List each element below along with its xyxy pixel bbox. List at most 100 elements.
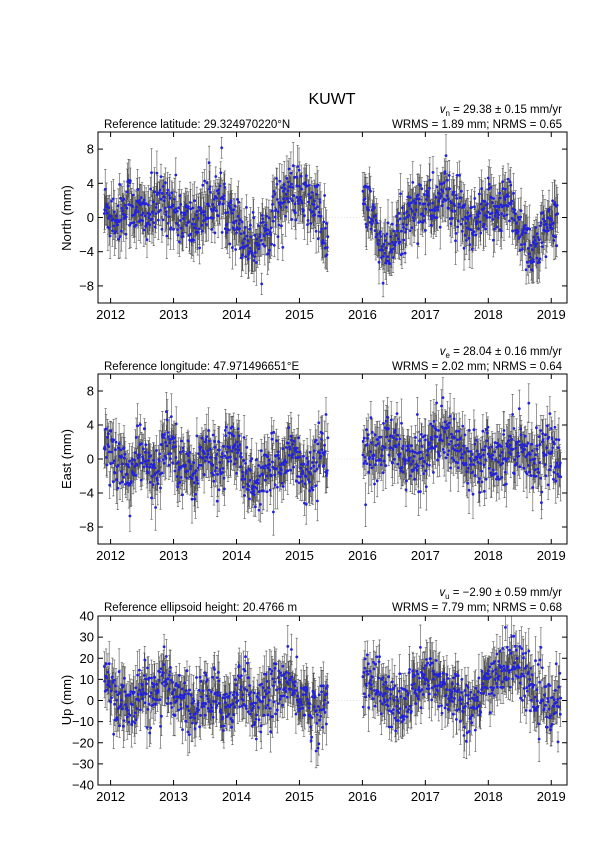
data-point (252, 259, 256, 262)
data-point (120, 698, 123, 702)
data-point (173, 688, 176, 692)
data-point (528, 709, 532, 712)
data-point (245, 469, 248, 473)
data-point (492, 686, 496, 690)
data-point (515, 461, 519, 465)
data-point (518, 443, 522, 447)
data-point (312, 692, 316, 696)
data-point (106, 682, 110, 686)
data-point (482, 677, 485, 681)
data-point (551, 440, 555, 444)
data-point (286, 682, 290, 685)
data-point (193, 716, 197, 720)
data-point (245, 234, 249, 238)
data-point (478, 220, 482, 224)
data-point (204, 438, 208, 441)
data-point (203, 210, 207, 214)
data-point (269, 730, 273, 734)
data-point (476, 215, 480, 218)
data-point (140, 461, 144, 465)
data-point (208, 447, 212, 451)
data-point (460, 229, 464, 233)
data-point (143, 658, 147, 662)
data-point (469, 450, 473, 453)
data-point (292, 209, 296, 212)
data-point (367, 706, 371, 709)
data-point (439, 681, 442, 684)
data-point (120, 229, 123, 233)
data-point (175, 699, 179, 703)
data-point (409, 462, 413, 466)
data-point (188, 451, 192, 454)
data-point (104, 427, 108, 431)
data-point (529, 243, 533, 247)
data-point (269, 474, 273, 478)
data-point (285, 197, 289, 201)
data-point (237, 222, 241, 226)
data-point (469, 706, 473, 710)
data-point (192, 238, 196, 242)
data-point (316, 183, 320, 187)
data-point (313, 213, 317, 217)
data-point (395, 412, 399, 415)
data-point (236, 699, 240, 703)
data-point (534, 245, 537, 248)
data-point (551, 199, 554, 203)
data-point (426, 448, 430, 451)
data-point (451, 712, 455, 716)
data-point (281, 447, 285, 451)
data-point (281, 189, 285, 193)
data-point (212, 479, 216, 483)
data-point (396, 219, 400, 223)
data-point (148, 223, 152, 227)
data-point (103, 679, 107, 683)
data-point (133, 711, 137, 715)
data-point (450, 432, 453, 436)
data-point (246, 488, 250, 492)
data-point (411, 459, 415, 463)
data-point (402, 718, 406, 721)
data-point (236, 445, 240, 449)
data-point (174, 684, 178, 687)
data-point (243, 237, 247, 241)
data-point (416, 242, 420, 246)
velocity-text: vu = −2.90 ± 0.59 mm/yr (439, 587, 562, 601)
data-point (141, 211, 145, 215)
data-point (208, 187, 211, 191)
data-point (280, 468, 283, 472)
data-point (208, 185, 212, 189)
data-point (550, 722, 554, 726)
data-point (375, 479, 379, 483)
data-point (206, 707, 210, 710)
data-point (259, 221, 263, 225)
data-point (409, 474, 412, 478)
data-point (434, 444, 438, 448)
data-point (495, 685, 499, 689)
y-tick-label: 4 (87, 418, 94, 433)
data-point (112, 438, 116, 442)
data-point (520, 647, 523, 650)
data-point (429, 214, 433, 218)
data-point (470, 713, 474, 717)
data-point (288, 445, 291, 449)
data-point (487, 446, 491, 450)
data-point (154, 506, 158, 509)
data-point (386, 415, 389, 419)
data-point (487, 692, 491, 696)
data-point (379, 712, 383, 716)
data-point (411, 669, 415, 673)
data-point (222, 729, 225, 732)
data-point (218, 468, 222, 472)
data-point (430, 437, 434, 441)
data-point (187, 454, 190, 457)
data-point (508, 685, 512, 689)
data-point (365, 185, 369, 189)
data-point (423, 193, 426, 197)
data-point (213, 668, 216, 671)
data-point (189, 693, 193, 697)
data-point (541, 211, 545, 215)
data-point (457, 708, 461, 711)
data-point (433, 434, 437, 438)
data-point (396, 462, 400, 466)
data-point (207, 688, 211, 692)
